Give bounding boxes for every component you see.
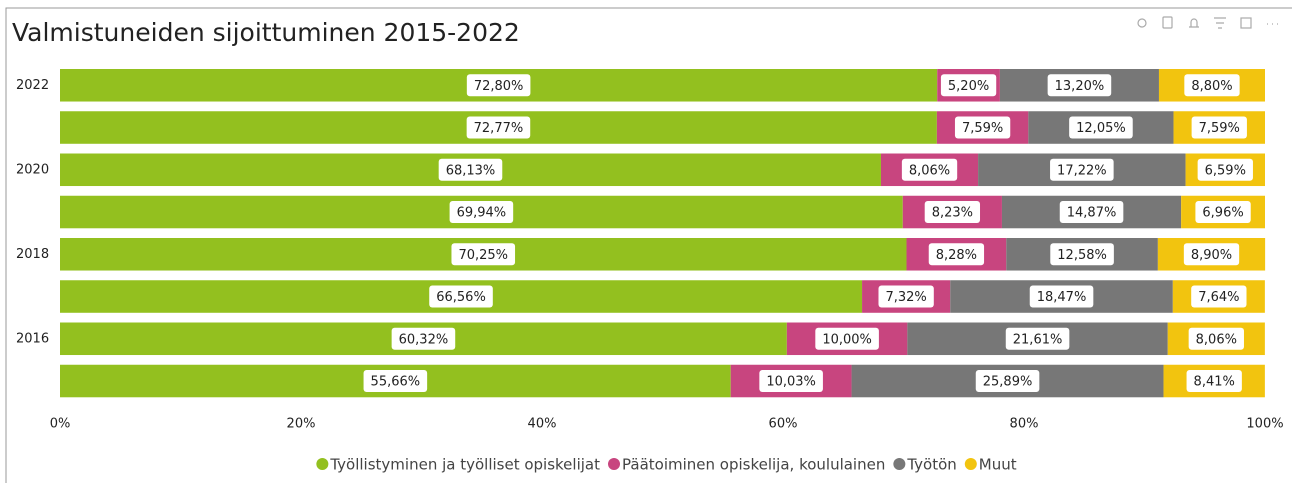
data-label-bg bbox=[924, 201, 981, 224]
data-label: 68,13% bbox=[446, 163, 496, 178]
data-label-bg bbox=[1050, 158, 1114, 181]
data-label: 7,64% bbox=[1198, 290, 1239, 305]
data-label-bg bbox=[1191, 116, 1247, 139]
data-label: 18,47% bbox=[1037, 290, 1087, 305]
data-label-bg bbox=[975, 370, 1040, 393]
copy-icon[interactable] bbox=[1162, 16, 1173, 29]
data-label-bg bbox=[1005, 327, 1070, 350]
x-tick-label: 100% bbox=[1246, 417, 1283, 432]
data-label-bg bbox=[1184, 74, 1240, 97]
data-label: 7,59% bbox=[1199, 121, 1240, 136]
data-label: 10,00% bbox=[822, 332, 872, 347]
data-label-bg bbox=[901, 158, 958, 181]
x-tick-label: 60% bbox=[769, 417, 798, 432]
data-label: 72,80% bbox=[474, 79, 524, 94]
data-label: 6,96% bbox=[1202, 206, 1243, 221]
toolbar bbox=[1137, 16, 1278, 29]
legend-label: Päätoiminen opiskelija, koululainen bbox=[622, 456, 885, 474]
pin-icon[interactable] bbox=[1137, 18, 1147, 28]
data-label-bg bbox=[759, 370, 823, 393]
data-label: 8,28% bbox=[936, 248, 977, 263]
data-label: 8,41% bbox=[1194, 375, 1235, 390]
data-label-bg bbox=[1050, 243, 1114, 266]
data-label: 8,80% bbox=[1191, 79, 1232, 94]
data-label: 72,77% bbox=[474, 121, 524, 136]
data-label-bg bbox=[451, 243, 516, 266]
data-label-bg bbox=[449, 201, 514, 224]
data-label: 7,32% bbox=[885, 290, 926, 305]
legend-marker bbox=[608, 458, 621, 470]
legend-marker bbox=[964, 458, 977, 470]
data-label: 66,56% bbox=[436, 290, 486, 305]
data-label: 21,61% bbox=[1013, 332, 1063, 347]
data-label-bg bbox=[1186, 370, 1242, 393]
data-label-bg bbox=[954, 116, 1011, 139]
data-label-bg bbox=[815, 327, 879, 350]
data-label: 6,59% bbox=[1205, 163, 1246, 178]
data-label: 17,22% bbox=[1057, 163, 1107, 178]
y-tick-label: 2016 bbox=[16, 331, 49, 346]
x-tick-label: 0% bbox=[50, 417, 71, 432]
filter-icon[interactable] bbox=[1214, 17, 1226, 29]
y-tick-label: 2020 bbox=[16, 162, 49, 177]
data-label-bg bbox=[1195, 201, 1251, 224]
data-label: 70,25% bbox=[458, 248, 508, 263]
data-label: 8,90% bbox=[1191, 248, 1232, 263]
x-tick-label: 20% bbox=[287, 417, 316, 432]
y-tick-label: 2022 bbox=[16, 78, 49, 93]
data-label: 8,23% bbox=[932, 206, 973, 221]
data-label: 69,94% bbox=[457, 206, 507, 221]
data-label-bg bbox=[1188, 327, 1244, 350]
data-label-bg bbox=[466, 116, 531, 139]
data-label-bg bbox=[878, 285, 934, 308]
x-tick-label: 80% bbox=[1010, 417, 1039, 432]
data-label: 8,06% bbox=[1196, 332, 1237, 347]
x-tick-label: 40% bbox=[528, 417, 557, 432]
data-label-bg bbox=[1191, 285, 1247, 308]
bell-icon[interactable] bbox=[1189, 18, 1199, 28]
data-label-bg bbox=[940, 74, 997, 97]
data-label: 5,20% bbox=[948, 79, 989, 94]
data-label: 10,03% bbox=[766, 375, 816, 390]
data-label: 7,59% bbox=[962, 121, 1003, 136]
legend-label: Työllistyminen ja työlliset opiskelijat bbox=[329, 456, 600, 474]
legend-label: Muut bbox=[979, 456, 1017, 474]
data-label: 13,20% bbox=[1055, 79, 1105, 94]
data-label-bg bbox=[429, 285, 493, 308]
data-label-bg bbox=[928, 243, 985, 266]
chart-title: Valmistuneiden sijoittuminen 2015-2022 bbox=[12, 18, 520, 47]
data-label-bg bbox=[1197, 158, 1253, 181]
data-label-bg bbox=[1183, 243, 1240, 266]
data-label-bg bbox=[1059, 201, 1124, 224]
y-tick-label: 2018 bbox=[16, 247, 49, 262]
legend-label: Työtön bbox=[906, 456, 956, 474]
frame bbox=[5, 7, 1292, 483]
data-label-bg bbox=[438, 158, 503, 181]
data-label: 60,32% bbox=[399, 332, 449, 347]
data-label: 55,66% bbox=[371, 375, 421, 390]
data-label-bg bbox=[1069, 116, 1133, 139]
legend-marker bbox=[316, 458, 329, 470]
data-label: 25,89% bbox=[983, 375, 1033, 390]
data-label: 12,05% bbox=[1076, 121, 1126, 136]
data-label: 14,87% bbox=[1067, 206, 1117, 221]
data-label-bg bbox=[391, 327, 456, 350]
data-label-bg bbox=[466, 74, 531, 97]
focus-icon[interactable] bbox=[1240, 17, 1252, 29]
data-label-bg bbox=[1047, 74, 1112, 97]
data-label: 12,58% bbox=[1057, 248, 1107, 263]
data-label: 8,06% bbox=[909, 163, 950, 178]
data-label-bg bbox=[363, 370, 428, 393]
legend-marker bbox=[893, 458, 906, 470]
data-label-bg bbox=[1029, 285, 1094, 308]
